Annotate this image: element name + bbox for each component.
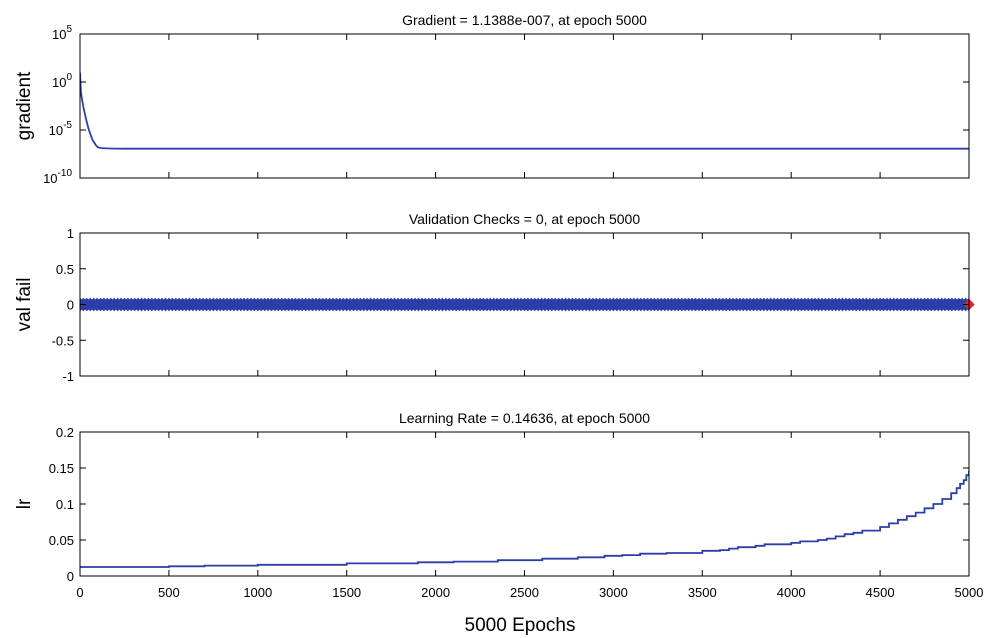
validation-checks-subplot: Validation Checks = 0, at epoch 5000 val …	[14, 211, 975, 384]
x-tick-label: 4000	[777, 585, 806, 600]
subplot-title: Learning Rate = 0.14636, at epoch 5000	[399, 410, 650, 426]
axes-frame	[79, 431, 970, 577]
series-group	[80, 72, 969, 150]
y-tick-label: 1	[67, 226, 74, 241]
y-tick-label: 0.1	[56, 497, 74, 512]
learning-rate-subplot: Learning Rate = 0.14636, at epoch 5000 lr…	[14, 410, 983, 600]
series-group	[80, 297, 969, 312]
series-line	[80, 72, 969, 150]
y-tick-label: 100	[52, 72, 72, 90]
y-tick-label: 0	[67, 298, 74, 313]
x-tick-label: 3000	[599, 585, 628, 600]
y-tick-label: -0.5	[52, 333, 74, 348]
gradient-subplot: Gradient = 1.1388e-007, at epoch 5000 gra…	[14, 12, 970, 186]
y-tick-label: 105	[52, 24, 72, 42]
x-tick-label: 500	[158, 585, 180, 600]
subplot-title: Validation Checks = 0, at epoch 5000	[409, 211, 641, 227]
x-tick-label: 4500	[866, 585, 895, 600]
y-tick-label: -1	[62, 369, 74, 384]
y-axis-label: gradient	[14, 71, 35, 140]
series-group	[80, 470, 969, 568]
y-tick-label: 10-5	[49, 120, 73, 138]
x-axis-label: 5000 Epochs	[465, 615, 576, 636]
axes-frame	[79, 33, 970, 179]
x-tick-label: 3500	[688, 585, 717, 600]
y-tick-label: 0.5	[56, 262, 74, 277]
y-axis-label: lr	[14, 498, 35, 509]
y-tick-label: 0.05	[49, 533, 74, 548]
x-tick-label: 1500	[332, 585, 361, 600]
x-tick-label: 2000	[421, 585, 450, 600]
subplot-title: Gradient = 1.1388e-007, at epoch 5000	[402, 12, 647, 28]
x-tick-label: 0	[76, 585, 83, 600]
y-tick-label: 10-10	[43, 168, 72, 186]
series-line	[80, 470, 969, 568]
y-tick-label: 0.15	[49, 461, 74, 476]
y-axis-label: val fail	[14, 278, 35, 332]
x-tick-label: 1000	[243, 585, 272, 600]
y-tick-label: 0	[67, 569, 74, 584]
x-tick-label: 5000	[955, 585, 984, 600]
x-tick-label: 2500	[510, 585, 539, 600]
y-tick-label: 0.2	[56, 425, 74, 440]
